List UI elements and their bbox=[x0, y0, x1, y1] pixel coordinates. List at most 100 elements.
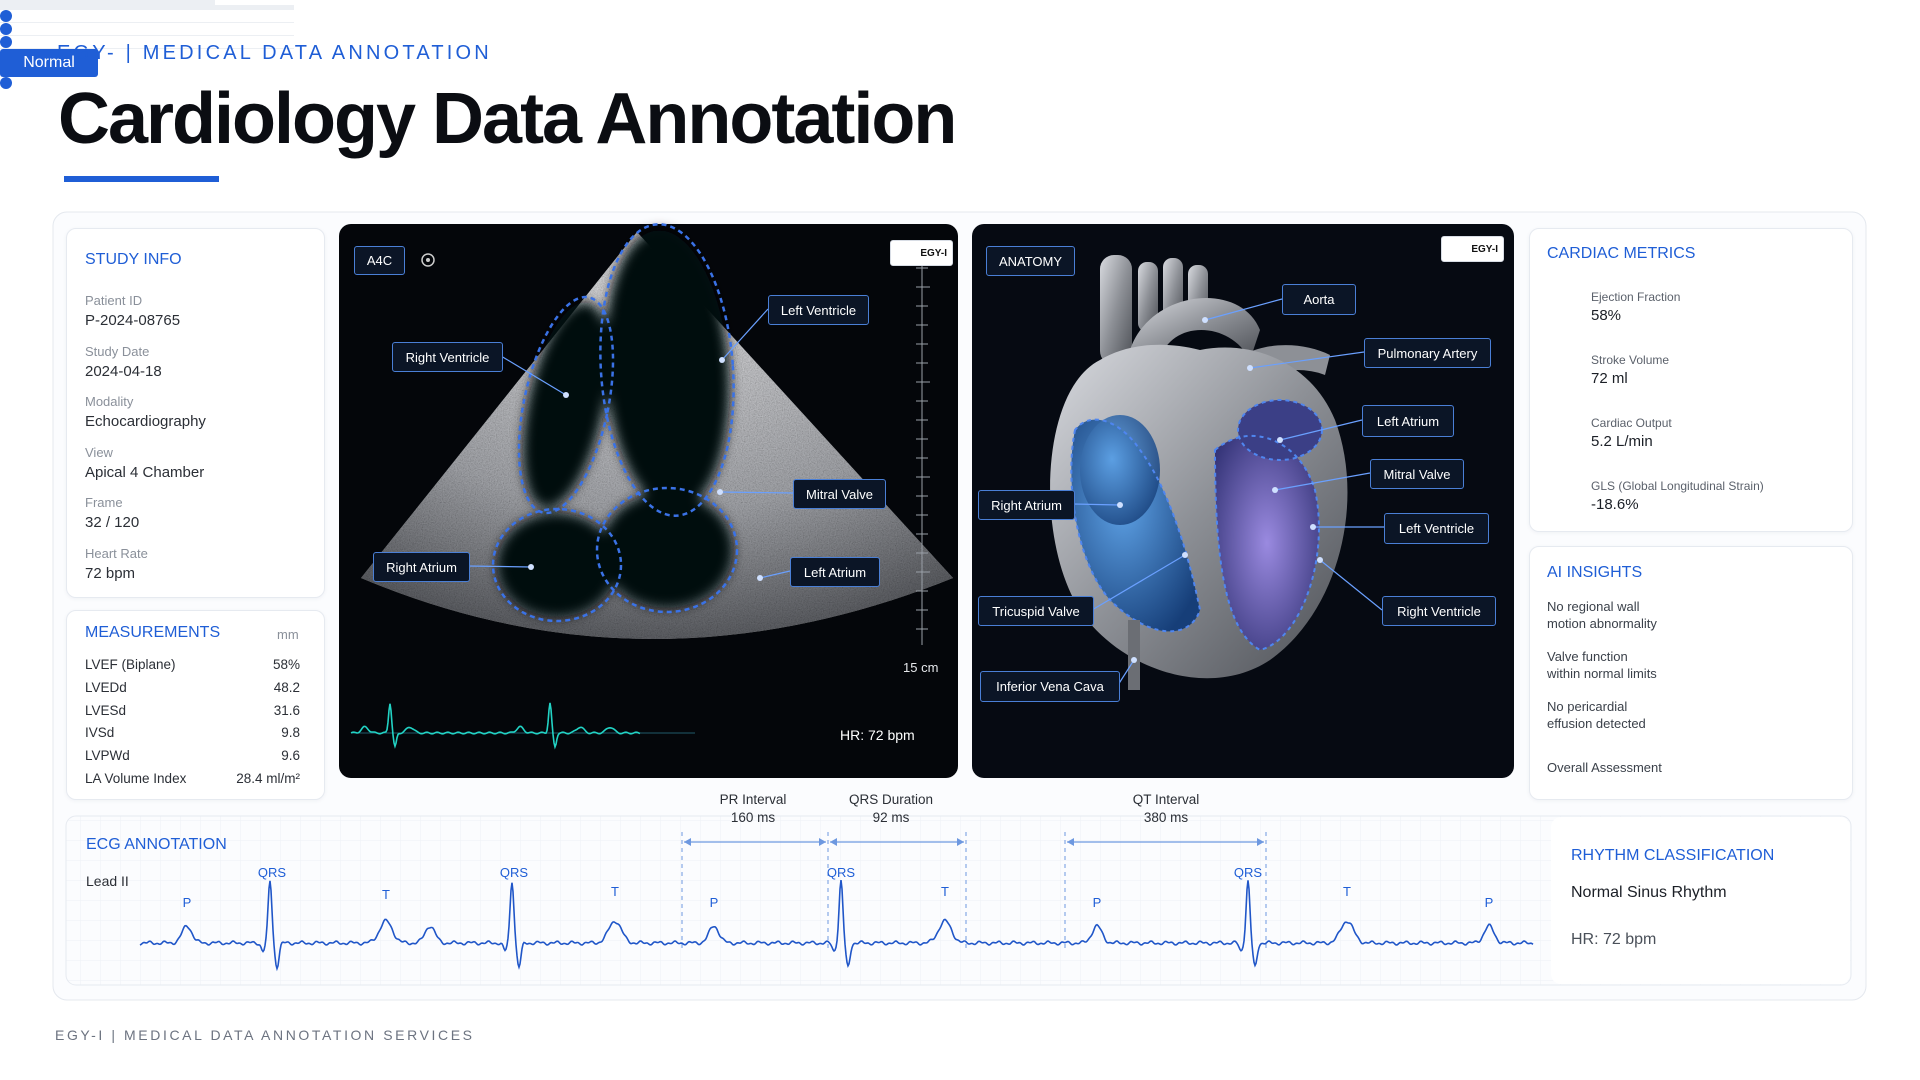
row-divider bbox=[0, 2, 215, 3]
metrics-card bbox=[1529, 228, 1853, 532]
anatomy-label: Right Ventricle bbox=[1382, 596, 1496, 626]
field-value: 72 bpm bbox=[85, 564, 136, 582]
ultrasound-label: Left Ventricle bbox=[768, 295, 869, 325]
lead-label: Lead II bbox=[86, 873, 129, 889]
metric-value: 58% bbox=[1591, 307, 1622, 324]
footer: EGY-I | MEDICAL DATA ANNOTATION SERVICES bbox=[55, 1027, 475, 1043]
row-divider bbox=[0, 0, 215, 1]
heart-illustration bbox=[1050, 255, 1384, 690]
unit: mm bbox=[277, 627, 299, 642]
anatomy-label: Left Ventricle bbox=[1384, 513, 1489, 544]
field-label: Modality bbox=[85, 394, 134, 409]
wave-label: P bbox=[709, 895, 719, 910]
status-dot bbox=[0, 10, 12, 22]
ultrasound-label: Right Ventricle bbox=[392, 342, 503, 372]
rhythm-hr: HR: 72 bpm bbox=[1571, 931, 1657, 948]
field-value: Echocardiography bbox=[85, 413, 206, 430]
status-dot bbox=[0, 77, 12, 89]
measure-value: 9.6 bbox=[281, 748, 300, 764]
wave-label: QRS bbox=[499, 865, 529, 880]
wave-label: P bbox=[1092, 895, 1102, 910]
anatomy-label: Inferior Vena Cava bbox=[980, 671, 1120, 702]
anatomy-label: Tricuspid Valve bbox=[978, 596, 1094, 626]
row-divider bbox=[0, 4, 215, 5]
wave-label: T bbox=[382, 887, 390, 902]
ultrasound-label: Mitral Valve bbox=[793, 479, 886, 509]
measure-value: 31.6 bbox=[273, 702, 300, 718]
measure-label: LVEF (Biplane) bbox=[85, 657, 176, 672]
ultrasound-label: Right Atrium bbox=[373, 552, 470, 582]
anatomy-label: Aorta bbox=[1282, 284, 1356, 315]
field-value: 32 / 120 bbox=[85, 514, 140, 531]
row-divider bbox=[0, 6, 294, 7]
overall-badge: Normal bbox=[0, 49, 98, 77]
rhythm-panel bbox=[1551, 817, 1850, 984]
row-divider bbox=[0, 48, 294, 49]
anatomy-label: Left Atrium bbox=[1362, 405, 1454, 437]
wave-label: QRS bbox=[257, 865, 287, 880]
ultrasound-label: Left Atrium bbox=[790, 557, 880, 587]
wave-label: QRS bbox=[1233, 865, 1263, 880]
wave-label: P bbox=[1484, 895, 1494, 910]
title-underline bbox=[64, 176, 219, 182]
measure-label: LVPWd bbox=[85, 748, 130, 764]
anatomy-label: Right Atrium bbox=[978, 490, 1075, 520]
section-title: CARDIAC METRICS bbox=[1547, 245, 1696, 262]
measure-label: IVSd bbox=[85, 725, 115, 741]
ultrasound-image bbox=[350, 223, 953, 750]
insight-text: No regional wall motion abnormality bbox=[1547, 599, 1657, 631]
wave-label: P bbox=[182, 895, 192, 910]
metric-label: Stroke Volume bbox=[1591, 353, 1670, 367]
measure-value: 9.8 bbox=[281, 725, 300, 741]
measure-value: 58% bbox=[272, 657, 300, 672]
heart-rate: HR: 72 bpm bbox=[840, 727, 915, 743]
depth-label: 15 cm bbox=[903, 660, 939, 675]
anatomy-label: Pulmonary Artery bbox=[1364, 338, 1491, 368]
anatomy-title-box: ANATOMY bbox=[986, 246, 1075, 276]
page-title: Cardiology Data Annotation bbox=[58, 79, 957, 159]
field-label: Study Date bbox=[85, 343, 150, 359]
insight-text: No pericardial effusion detected bbox=[1547, 699, 1646, 731]
metric-label: Cardiac Output bbox=[1591, 416, 1672, 430]
metric-value: 5.2 L/min bbox=[1591, 433, 1653, 450]
logo: EGY-I bbox=[1441, 236, 1504, 262]
wave-label: T bbox=[611, 884, 619, 899]
row-divider bbox=[0, 9, 294, 10]
row-divider bbox=[0, 22, 294, 23]
measure-label: LA Volume Index bbox=[85, 771, 187, 786]
field-label: Patient ID bbox=[85, 293, 143, 308]
metric-value: -18.6% bbox=[1591, 496, 1639, 513]
field-value: P-2024-08765 bbox=[85, 312, 181, 329]
wave-label: QRS bbox=[826, 865, 856, 880]
study-info-card bbox=[66, 228, 325, 598]
row-divider bbox=[0, 3, 215, 4]
interval-name: QT Interval bbox=[1132, 792, 1200, 807]
wave-label: T bbox=[1343, 884, 1351, 899]
field-label: Heart Rate bbox=[85, 545, 148, 561]
measure-value: 28.4 ml/m² bbox=[236, 771, 300, 786]
field-value: 2024-04-18 bbox=[85, 362, 162, 380]
status-dot bbox=[0, 23, 12, 35]
anatomy-label: Mitral Valve bbox=[1370, 459, 1464, 489]
field-label: Frame bbox=[85, 495, 123, 510]
interval-guides bbox=[681, 832, 1267, 949]
interval-name: QRS Duration bbox=[848, 792, 934, 807]
overall-label: Overall Assessment bbox=[1547, 760, 1662, 775]
section-title: MEASUREMENTS bbox=[85, 624, 221, 641]
row-divider bbox=[0, 8, 294, 9]
section-title: STUDY INFO bbox=[85, 251, 182, 268]
interval-value: 92 ms bbox=[872, 810, 910, 825]
rhythm-class: Normal Sinus Rhythm bbox=[1571, 884, 1727, 901]
measurements-card bbox=[66, 610, 325, 800]
field-label: View bbox=[85, 444, 113, 460]
metric-label: GLS (Global Longitudinal Strain) bbox=[1591, 479, 1764, 493]
row-divider bbox=[0, 7, 294, 8]
brand: EGY- | MEDICAL DATA ANNOTATION bbox=[57, 42, 492, 64]
wave-label: T bbox=[941, 884, 949, 899]
logo: EGY-I bbox=[890, 240, 953, 266]
status-dot bbox=[0, 36, 12, 48]
section-title: AI INSIGHTS bbox=[1547, 564, 1643, 581]
interval-value: 160 ms bbox=[730, 810, 776, 825]
insight-text: Valve function within normal limits bbox=[1547, 649, 1657, 681]
